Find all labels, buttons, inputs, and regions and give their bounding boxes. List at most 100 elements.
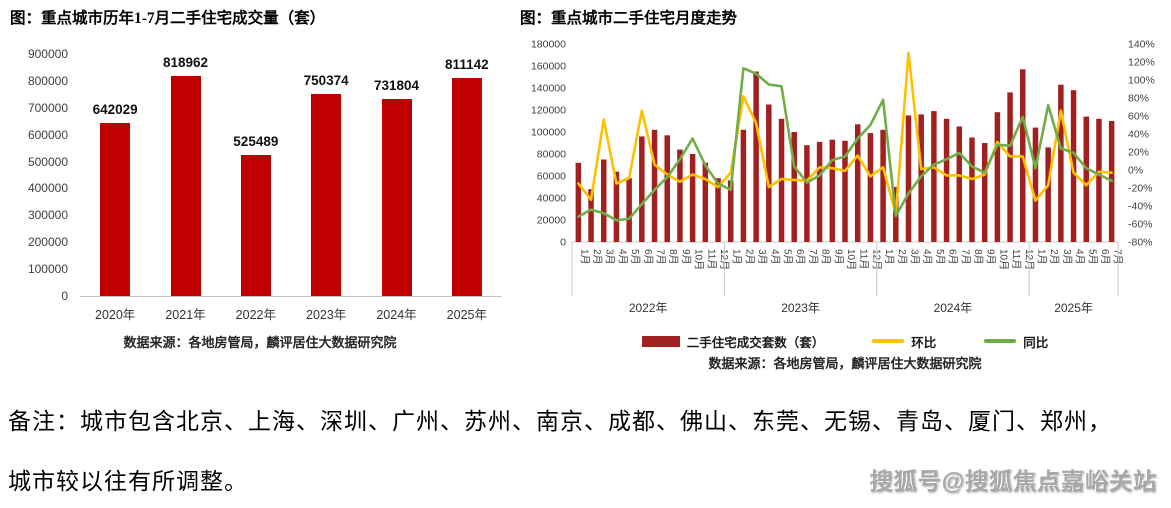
x-axis-line	[80, 296, 502, 297]
x-axis-category-label: 2022年	[235, 308, 276, 322]
legend-label: 同比	[1023, 335, 1049, 350]
bar	[689, 154, 696, 242]
month-tick-label: 5月	[934, 249, 946, 265]
bar-value-label: 750374	[303, 73, 349, 89]
left-axis-tick-label: 100000	[531, 127, 566, 139]
left-axis-tick-label: 0	[560, 237, 566, 249]
year-group-label: 2024年	[934, 301, 973, 315]
chart-legend: 二手住宅成交套数（套） 环比 同比	[520, 332, 1170, 350]
right-axis-tick-label: 40%	[1128, 129, 1149, 141]
month-tick-label: 2月	[743, 249, 755, 265]
footnote-line-2: 城市较以往有所调整。	[8, 469, 248, 494]
year-group-label: 2022年	[629, 301, 668, 315]
annual-bar-chart: 900000 800000 700000 600000 500000 400000 3000…	[10, 34, 510, 328]
bar	[1070, 90, 1077, 242]
month-tick-label: 4月	[769, 249, 781, 265]
x-axis-category-label: 2020年	[95, 308, 136, 322]
bar	[816, 141, 823, 242]
month-tick-label: 11月	[705, 249, 717, 269]
month-tick-label: 4月	[921, 249, 933, 265]
month-tick-label: 4月	[1074, 249, 1086, 265]
yoy-line	[577, 66, 1113, 222]
legend-bar-swatch	[641, 335, 680, 347]
bar	[1058, 84, 1064, 242]
bar-value-label: 818962	[162, 54, 209, 70]
legend-item-0: 二手住宅成交套数（套）	[641, 332, 824, 351]
bar	[1045, 147, 1051, 242]
bar	[715, 178, 721, 242]
x-axis-category-label: 2021年	[165, 308, 206, 322]
bar	[842, 140, 848, 242]
bar	[905, 115, 912, 242]
bar-value-label: 525489	[233, 133, 279, 149]
month-tick-label: 9月	[680, 249, 692, 265]
month-tick-label: 4月	[616, 249, 628, 265]
month-tick-label: 7月	[959, 249, 971, 265]
bar	[740, 129, 747, 242]
bar	[880, 129, 886, 242]
bar	[753, 71, 759, 242]
month-tick-label: 11月	[858, 249, 870, 269]
month-tick-label: 3月	[908, 249, 920, 265]
bar	[311, 94, 342, 296]
month-tick-label: 9月	[832, 249, 844, 265]
bar	[170, 75, 201, 296]
monthly-combo-svg: 180000 160000 140000 120000 100000 80000 60000…	[531, 39, 1155, 316]
bar-value-label: 731804	[373, 78, 420, 94]
monthly-trend-chart-panel: 图：重点城市二手住宅月度走势 180000 160000 140000 120000 1…	[520, 6, 1170, 372]
x-axis-category-label: 2024年	[376, 308, 417, 322]
right-axis-tick-label: 20%	[1128, 147, 1149, 159]
right-axis-tick-label: -80%	[1128, 237, 1153, 249]
right-axis-tick-label: 60%	[1128, 111, 1149, 123]
right-axis-tick-label: 0%	[1128, 165, 1143, 177]
left-axis-tick-label: 160000	[531, 61, 566, 73]
month-tick-label: 1月	[578, 249, 590, 265]
bar	[727, 180, 734, 242]
bar	[994, 112, 1001, 242]
y-axis-tick-label: 700000	[27, 100, 68, 115]
month-tick-label: 6月	[1099, 249, 1111, 265]
month-tick-label: 7月	[655, 249, 667, 265]
bar	[791, 132, 797, 242]
year-group-label: 2023年	[781, 301, 820, 315]
month-tick-label: 11月	[1010, 249, 1022, 269]
bar	[588, 189, 594, 242]
right-axis-tick-label: -20%	[1128, 183, 1153, 195]
y-axis-tick-label: 900000	[27, 47, 68, 61]
month-tick-label: 8月	[972, 249, 984, 265]
bar	[451, 77, 482, 296]
bar	[829, 139, 836, 242]
bar	[240, 154, 271, 296]
annual-chart-source: 数据来源：各地房管局，麟评居住大数据研究院	[123, 335, 397, 350]
annual-chart-title: 图：重点城市历年1-7月二手住宅成交量（套）	[10, 10, 326, 27]
month-tick-label: 7月	[807, 249, 819, 265]
bar-value-label: 811142	[445, 56, 489, 72]
month-tick-label: 1月	[1035, 249, 1047, 265]
left-axis-tick-label: 140000	[531, 83, 566, 95]
month-tick-label: 10月	[693, 249, 705, 270]
month-tick-label: 1月	[883, 249, 895, 265]
y-axis-tick-label: 300000	[27, 208, 68, 223]
legend-label: 环比	[911, 335, 937, 350]
right-axis-tick-label: 80%	[1128, 93, 1149, 105]
bar	[943, 118, 950, 242]
bar	[1007, 92, 1013, 243]
left-axis-tick-label: 40000	[537, 193, 566, 205]
right-axis-tick-label: -40%	[1128, 201, 1153, 213]
bar	[100, 123, 131, 296]
left-axis-tick-label: 180000	[531, 39, 566, 51]
month-tick-label: 3月	[604, 249, 616, 265]
y-axis-tick-label: 400000	[27, 181, 68, 196]
watermark: 搜狐号@搜狐焦点嘉峪关站	[869, 468, 1157, 494]
month-tick-label: 5月	[629, 249, 641, 265]
mom-line	[577, 51, 1113, 216]
month-tick-label: 2月	[896, 249, 908, 265]
bar	[651, 129, 658, 242]
footnote-line-1: 备注：城市包含北京、上海、深圳、广州、苏州、南京、成都、佛山、东莞、无锡、青岛、…	[8, 409, 1112, 434]
month-tick-label: 5月	[782, 249, 794, 265]
month-tick-label: 10月	[845, 249, 857, 270]
legend-item-2: 同比	[984, 332, 1048, 351]
bar	[931, 111, 937, 242]
right-axis-tick-label: 100%	[1128, 75, 1155, 87]
month-tick-label: 6月	[642, 249, 654, 265]
